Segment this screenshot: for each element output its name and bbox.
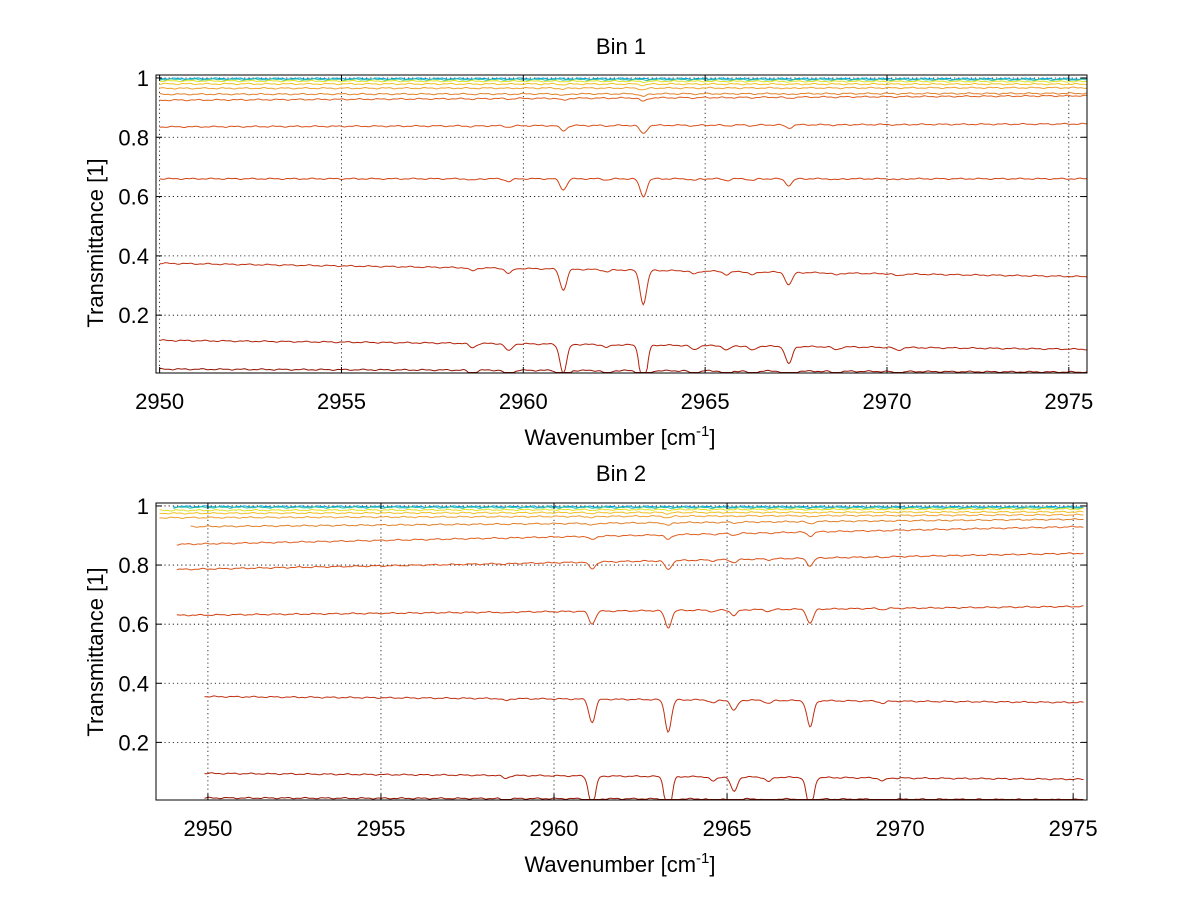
y-ticks-bin-1: 0.2 0.4 0.6 0.8 1 <box>118 66 1087 328</box>
y-tick-label: 0.8 <box>118 125 149 150</box>
series-line <box>159 122 1088 134</box>
x-axis-label-end: ] <box>709 852 715 877</box>
x-tick-label: 2950 <box>135 389 184 414</box>
series-line <box>159 78 1087 82</box>
x-tick-label: 2970 <box>863 389 912 414</box>
x-tick-label: 2965 <box>681 389 730 414</box>
x-tick-label: 2955 <box>317 389 366 414</box>
y-tick-label: 0.4 <box>118 671 149 696</box>
chart-bin-2: 2950 2955 2960 2965 2970 2975 0.2 0.4 0.6 0.8 1 B… <box>83 461 1098 877</box>
x-tick-label: 2950 <box>183 816 232 841</box>
x-axis-label: Wavenumber [cm-1] <box>524 850 715 877</box>
series-line <box>159 262 1088 306</box>
series-line <box>159 507 1084 512</box>
series-line <box>159 513 1084 519</box>
series-line <box>159 82 1088 87</box>
x-ticks-bin-1: 2950 2955 2960 2965 2970 2975 <box>135 75 1093 414</box>
axes-frame-bin-1 <box>155 74 1088 374</box>
y-tick-label: 0.2 <box>118 730 149 755</box>
series-line <box>190 518 1084 528</box>
y-tick-label: 1 <box>137 66 149 91</box>
x-tick-label: 2975 <box>1044 389 1093 414</box>
series-line <box>159 177 1087 198</box>
series-line <box>159 339 1087 373</box>
series-line <box>173 506 1084 510</box>
series-line <box>159 86 1088 91</box>
x-tick-label: 2965 <box>703 816 752 841</box>
chart-title: Bin 2 <box>596 461 646 486</box>
series-layer-bin-1 <box>159 77 1088 374</box>
x-axis-label-main: Wavenumber [cm <box>524 425 696 450</box>
y-ticks-bin-2: 0.2 0.4 0.6 0.8 1 <box>118 494 1087 755</box>
series-line <box>159 510 1084 515</box>
series-line <box>159 94 1088 102</box>
x-axis-label-main: Wavenumber [cm <box>524 852 696 877</box>
x-tick-label: 2960 <box>530 816 579 841</box>
x-axis-label-sup: -1 <box>696 850 709 867</box>
y-axis-label: Transmittance [1] <box>83 567 108 736</box>
y-tick-label: 0.6 <box>118 612 149 637</box>
chart-title: Bin 1 <box>596 34 646 59</box>
x-ticks-bin-2: 2950 2955 2960 2965 2970 2975 <box>183 503 1098 841</box>
grid-bin-1 <box>156 75 1087 373</box>
y-axis-label: Transmittance [1] <box>83 158 108 327</box>
series-line <box>159 79 1087 84</box>
y-tick-label: 0.4 <box>118 244 149 269</box>
series-line <box>176 605 1084 629</box>
y-tick-label: 0.2 <box>118 303 149 328</box>
series-line <box>176 525 1084 546</box>
series-line <box>159 92 1088 97</box>
x-axis-label: Wavenumber [cm-1] <box>524 423 715 450</box>
x-tick-label: 2975 <box>1049 816 1098 841</box>
x-axis-label-end: ] <box>709 425 715 450</box>
y-tick-label: 0.8 <box>118 553 149 578</box>
series-line <box>204 796 1084 801</box>
plot-area-bin-2 <box>156 503 1087 800</box>
axes-frame-bin-2 <box>155 502 1088 801</box>
plot-area-bin-1 <box>156 75 1087 373</box>
x-tick-label: 2955 <box>356 816 405 841</box>
series-line <box>159 367 1088 374</box>
series-line <box>204 772 1084 800</box>
x-axis-label-sup: -1 <box>696 423 709 440</box>
x-tick-label: 2970 <box>876 816 925 841</box>
series-line <box>204 695 1084 734</box>
x-tick-label: 2960 <box>499 389 548 414</box>
y-tick-label: 0.6 <box>118 185 149 210</box>
chart-bin-1: 2950 2955 2960 2965 2970 2975 0.2 0.4 0.6 0.8 1 B… <box>83 34 1093 450</box>
series-line <box>176 552 1084 571</box>
y-tick-label: 1 <box>137 494 149 519</box>
series-layer-bin-2 <box>159 505 1084 801</box>
